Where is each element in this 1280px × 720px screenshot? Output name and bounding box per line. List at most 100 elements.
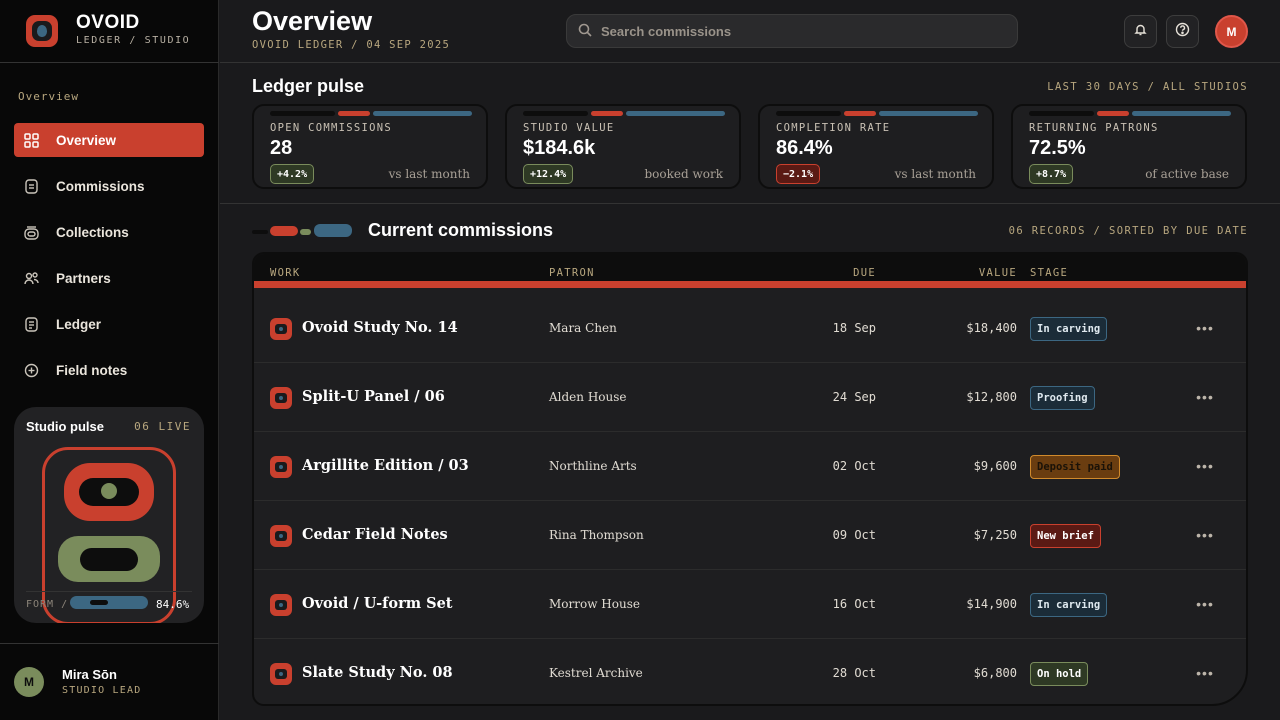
kpi-note: vs last month	[894, 167, 976, 181]
section-title-ledger-pulse: Ledger pulse	[252, 76, 365, 96]
kpi-value: 72.5%	[1029, 137, 1086, 159]
section-decoration	[252, 224, 352, 238]
kpi-color-bars	[1029, 111, 1231, 116]
avatar: M	[14, 667, 44, 697]
kpi-card-open-commissions: OPEN COMMISSIONS 28 +4.2% vs last month	[252, 104, 488, 189]
sidebar-item-commissions[interactable]: Commissions	[14, 169, 204, 203]
kpi-card-completion-rate: COMPLETION RATE 86.4% −2.1% vs last mont…	[758, 104, 994, 189]
sidebar: OVOID LEDGER / STUDIO Overview Overview …	[0, 0, 219, 720]
section-title-current-commissions: Current commissions	[368, 220, 554, 240]
kpi-note: booked work	[644, 167, 723, 181]
work-title: Ovoid / U-form Set	[302, 595, 453, 612]
status-badge: In carving	[1030, 317, 1108, 341]
status-badge: Proofing	[1030, 386, 1095, 410]
table-row[interactable]: Slate Study No. 08 Kestrel Archive 28 Oc…	[254, 640, 1246, 704]
due-date: 28 Oct	[832, 666, 876, 680]
column-header-work[interactable]: WORK	[270, 267, 301, 279]
pulse-percent: 84.6%	[156, 598, 190, 611]
kpi-note: vs last month	[388, 167, 470, 181]
value-amount: $7,250	[973, 528, 1017, 542]
kpi-label: OPEN COMMISSIONS	[270, 122, 392, 134]
value-amount: $12,800	[966, 390, 1017, 404]
avatar[interactable]: M	[1215, 15, 1248, 48]
value-amount: $14,900	[966, 597, 1017, 611]
column-header-patron[interactable]: PATRON	[549, 267, 595, 279]
artwork-icon	[270, 387, 292, 409]
kpi-delta-badge: +12.4%	[523, 164, 574, 184]
user-block[interactable]: M Mira Sōn STUDIO LEAD	[0, 643, 219, 720]
breadcrumb: OVOID LEDGER / 04 SEP 2025	[252, 39, 451, 51]
table-row[interactable]: Split-U Panel / 06 Alden House 24 Sep $1…	[254, 364, 1246, 432]
kpi-delta-badge: +4.2%	[270, 164, 315, 184]
ovoid-logo-icon	[26, 15, 58, 47]
pulse-live-count: 06 LIVE	[134, 420, 191, 433]
value-amount: $9,600	[973, 459, 1017, 473]
kpi-value: 28	[270, 137, 293, 159]
column-header-value[interactable]: VALUE	[978, 267, 1017, 279]
sidebar-item-overview[interactable]: Overview	[14, 123, 204, 157]
brand-subtitle: LEDGER / STUDIO	[76, 35, 191, 46]
artwork-icon	[270, 318, 292, 340]
table-row[interactable]: Ovoid / U-form Set Morrow House 16 Oct $…	[254, 571, 1246, 639]
more-options-icon[interactable]: •••	[1196, 389, 1214, 405]
sidebar-item-label: Partners	[56, 270, 111, 286]
sidebar-item-label: Overview	[56, 132, 117, 148]
ledger-icon	[23, 316, 39, 332]
patron-name: Alden House	[549, 390, 627, 404]
kpi-card-returning-patrons: RETURNING PATRONS 72.5% +8.7% of active …	[1011, 104, 1247, 189]
pulse-ovoid-shape	[64, 463, 154, 521]
people-icon	[23, 270, 39, 286]
kpi-delta-badge: −2.1%	[776, 164, 821, 184]
kpi-color-bars	[776, 111, 978, 116]
more-options-icon[interactable]: •••	[1196, 527, 1214, 543]
table-row[interactable]: Cedar Field Notes Rina Thompson 09 Oct $…	[254, 502, 1246, 570]
work-title: Argillite Edition / 03	[302, 457, 469, 474]
more-options-icon[interactable]: •••	[1196, 320, 1214, 336]
column-header-due[interactable]: DUE	[853, 267, 876, 279]
due-date: 02 Oct	[832, 459, 876, 473]
pulse-u-shape	[58, 536, 160, 582]
due-date: 18 Sep	[832, 321, 876, 335]
table-header: WORK PATRON DUE VALUE STAGE	[254, 254, 1246, 288]
pulse-title: Studio pulse	[26, 419, 104, 434]
table-row[interactable]: Argillite Edition / 03 Northline Arts 02…	[254, 433, 1246, 501]
kpi-color-bars	[523, 111, 725, 116]
help-button[interactable]	[1166, 15, 1199, 48]
header: Overview OVOID LEDGER / 04 SEP 2025 M	[220, 0, 1280, 63]
more-options-icon[interactable]: •••	[1196, 458, 1214, 474]
sidebar-item-label: Field notes	[56, 362, 128, 378]
column-header-stage[interactable]: STAGE	[1030, 267, 1069, 279]
brand-name: OVOID	[76, 12, 140, 33]
table-row[interactable]: Ovoid Study No. 14 Mara Chen 18 Sep $18,…	[254, 295, 1246, 363]
kpi-delta-badge: +8.7%	[1029, 164, 1074, 184]
more-options-icon[interactable]: •••	[1196, 665, 1214, 681]
search-box[interactable]	[566, 14, 1018, 48]
artwork-icon	[270, 594, 292, 616]
kpi-value: 86.4%	[776, 137, 833, 159]
stack-icon	[23, 224, 39, 240]
patron-name: Morrow House	[549, 597, 640, 611]
due-date: 24 Sep	[832, 390, 876, 404]
commissions-meta: 06 RECORDS / SORTED BY DUE DATE	[1008, 225, 1248, 237]
brand: OVOID LEDGER / STUDIO	[0, 0, 219, 63]
sidebar-item-collections[interactable]: Collections	[14, 215, 204, 249]
studio-pulse-card: Studio pulse 06 LIVE FORM / 06 84.6%	[14, 407, 204, 623]
patron-name: Mara Chen	[549, 321, 617, 335]
artwork-icon	[270, 456, 292, 478]
work-title: Ovoid Study No. 14	[302, 319, 458, 336]
work-title: Split-U Panel / 06	[302, 388, 445, 405]
more-options-icon[interactable]: •••	[1196, 596, 1214, 612]
sidebar-item-partners[interactable]: Partners	[14, 261, 204, 295]
notifications-button[interactable]	[1124, 15, 1157, 48]
help-icon	[1175, 22, 1190, 42]
work-title: Slate Study No. 08	[302, 664, 453, 681]
sidebar-item-field-notes[interactable]: Field notes	[14, 353, 204, 387]
artwork-icon	[270, 525, 292, 547]
status-badge: In carving	[1030, 593, 1108, 617]
plus-circle-icon	[23, 362, 39, 378]
sidebar-item-ledger[interactable]: Ledger	[14, 307, 204, 341]
search-input[interactable]	[601, 15, 1001, 47]
patron-name: Rina Thompson	[549, 528, 644, 542]
pulse-dot	[101, 483, 117, 499]
kpi-label: COMPLETION RATE	[776, 122, 891, 134]
